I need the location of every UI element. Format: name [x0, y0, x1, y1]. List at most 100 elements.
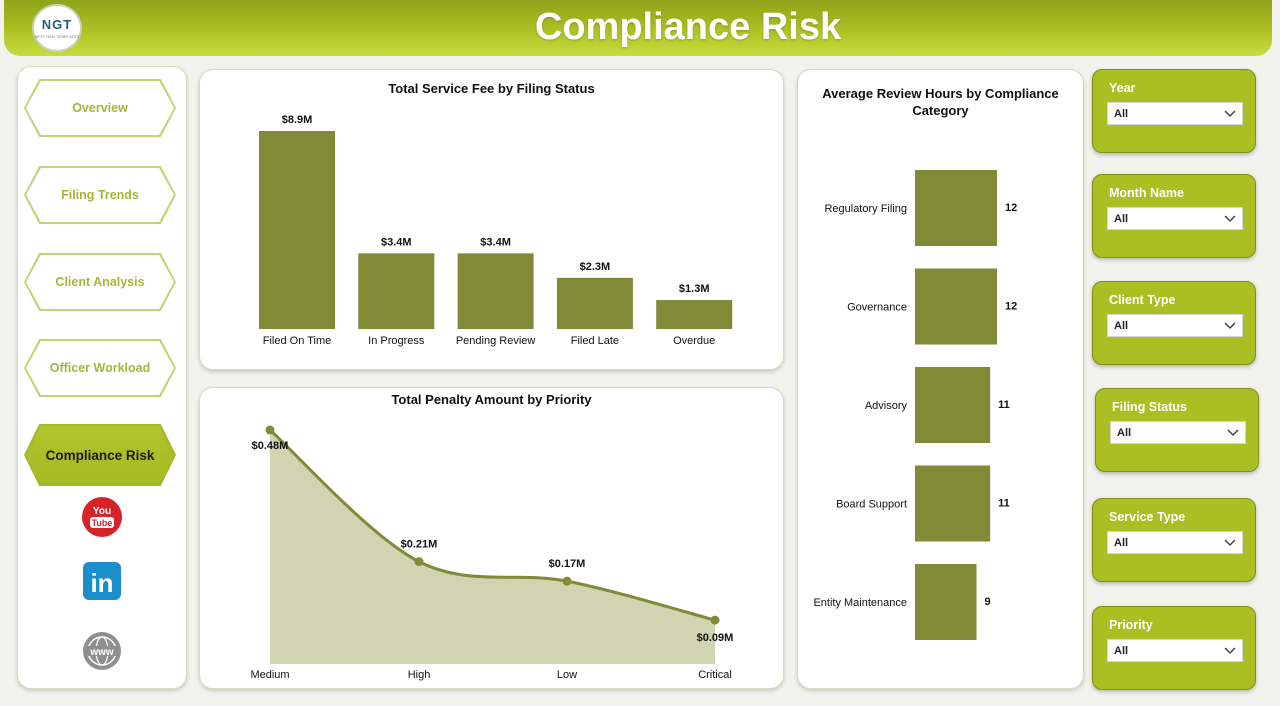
penalty-data-label: $0.17M	[549, 558, 586, 570]
fee-category-label: In Progress	[368, 335, 425, 347]
year-select-value: All	[1114, 108, 1129, 120]
fee-bar	[556, 277, 633, 329]
filing-status-slicer-label: Filing Status	[1112, 400, 1187, 414]
service-fee-bar-chart: $8.9M Filed On Time $3.4M In Progress $3.4M P…	[259, 114, 733, 347]
fee-category-label: Overdue	[673, 335, 715, 347]
chevron-down-icon	[1224, 539, 1236, 546]
chevron-down-icon	[1224, 647, 1236, 654]
youtube-icon-text-bottom: Tube	[92, 518, 113, 528]
fee-bar	[656, 300, 733, 329]
penalty-area-fill	[270, 430, 715, 664]
chevron-down-icon	[1224, 322, 1236, 329]
fee-data-label: $2.3M	[580, 261, 611, 273]
penalty-point	[710, 615, 720, 625]
chevron-down-icon	[1224, 110, 1236, 117]
fee-data-label: $1.3M	[679, 283, 710, 295]
hours-data-label: 12	[1005, 202, 1017, 214]
service-fee-chart-title: Total Service Fee by Filing Status	[388, 81, 595, 96]
year-slicer-label: Year	[1109, 81, 1136, 95]
fee-bar	[259, 131, 335, 329]
ngt-logo[interactable]: NGT NEXT GEN TEMPLATES	[32, 4, 82, 52]
penalty-category-label: Low	[557, 669, 577, 681]
nav-button-compliance-risk[interactable]: Compliance Risk	[24, 424, 176, 486]
hours-category-label: Advisory	[865, 400, 908, 412]
nav-button-label: Officer Workload	[26, 341, 174, 395]
hours-data-label: 11	[998, 498, 1010, 510]
fee-bar	[358, 253, 435, 329]
service-type-select-value: All	[1114, 537, 1129, 549]
client-type-select-value: All	[1114, 320, 1129, 332]
fee-data-label: $3.4M	[381, 236, 412, 248]
priority-select[interactable]: All	[1107, 639, 1243, 662]
service-type-slicer-label: Service Type	[1109, 510, 1186, 524]
fee-data-label: $3.4M	[480, 236, 511, 248]
header-bar: NGT NEXT GEN TEMPLATES Compliance Risk	[4, 0, 1272, 56]
nav-button-client-analysis[interactable]: Client Analysis	[24, 253, 176, 311]
fee-data-label: $8.9M	[282, 114, 313, 126]
hours-bar	[915, 268, 997, 345]
priority-select-value: All	[1114, 645, 1129, 657]
website-globe-icon[interactable]: www	[82, 631, 122, 671]
hours-data-label: 9	[985, 596, 991, 608]
logo-subtext: NEXT GEN TEMPLATES	[34, 34, 80, 39]
penalty-line	[269, 428, 716, 622]
hours-data-label: 12	[1005, 301, 1017, 313]
nav-button-label: Client Analysis	[26, 255, 174, 309]
year-select[interactable]: All	[1107, 102, 1243, 125]
filing-status-select[interactable]: All	[1110, 421, 1246, 444]
month-name-select[interactable]: All	[1107, 207, 1243, 230]
filing-status-slicer: Filing Status All	[1095, 388, 1259, 472]
penalty-category-label: High	[408, 669, 431, 681]
month-name-select-value: All	[1114, 213, 1129, 225]
penalty-data-label: $0.21M	[401, 539, 438, 551]
hours-bar	[915, 465, 991, 542]
hours-category-label: Regulatory Filing	[824, 203, 907, 215]
service-type-slicer: Service Type All	[1092, 498, 1256, 582]
month-name-slicer-label: Month Name	[1109, 186, 1184, 200]
nav-button-label: Overview	[26, 81, 174, 135]
service-type-select[interactable]: All	[1107, 531, 1243, 554]
review-hours-chart-panel: Average Review Hours by Compliance Categ…	[797, 69, 1084, 689]
penalty-category-label: Critical	[698, 669, 732, 681]
nav-button-label: Compliance Risk	[26, 426, 174, 484]
penalty-category-label: Medium	[250, 669, 289, 681]
service-fee-chart-panel: Total Service Fee by Filing Status $8.9M…	[199, 69, 784, 370]
linkedin-icon-text: in	[90, 568, 113, 598]
penalty-area-chart: $0.48M Medium $0.21M High $0.17M Low $0.09M Cri…	[250, 425, 733, 681]
fee-category-label: Pending Review	[456, 335, 536, 347]
client-type-slicer-label: Client Type	[1109, 293, 1176, 307]
fee-bar	[457, 253, 534, 329]
review-hours-chart-title: Average Review Hours by Compliance Categ…	[822, 86, 1059, 118]
fee-category-label: Filed Late	[571, 335, 619, 347]
penalty-point	[265, 425, 275, 435]
penalty-data-label: $0.48M	[252, 440, 289, 452]
penalty-point	[562, 576, 572, 586]
hours-data-label: 11	[998, 399, 1010, 411]
penalty-point	[414, 557, 424, 567]
nav-button-officer-workload[interactable]: Officer Workload	[24, 339, 176, 397]
priority-slicer-label: Priority	[1109, 618, 1153, 632]
hours-category-label: Entity Maintenance	[813, 597, 907, 609]
review-hours-bar-chart: Regulatory Filing 12 Governance 12 Advisory 1…	[813, 170, 1017, 640]
month-name-slicer: Month Name All	[1092, 174, 1256, 258]
priority-slicer: Priority All	[1092, 606, 1256, 690]
youtube-icon[interactable]: You Tube	[81, 496, 123, 538]
hours-bar	[915, 170, 997, 246]
hours-category-label: Board Support	[836, 499, 907, 511]
nav-button-filing-trends[interactable]: Filing Trends	[24, 166, 176, 224]
year-slicer: Year All	[1092, 69, 1256, 153]
hours-bar	[915, 367, 991, 443]
penalty-chart-title: Total Penalty Amount by Priority	[391, 392, 592, 407]
website-icon-text: www	[89, 647, 114, 658]
chevron-down-icon	[1224, 215, 1236, 222]
client-type-select[interactable]: All	[1107, 314, 1243, 337]
nav-button-overview[interactable]: Overview	[24, 79, 176, 137]
logo-mark: NGT	[41, 17, 73, 32]
penalty-chart-panel: Total Penalty Amount by Priority $0.48M M…	[199, 387, 784, 689]
nav-button-label: Filing Trends	[26, 168, 174, 222]
hours-bar	[915, 564, 977, 640]
youtube-icon-text-top: You	[93, 506, 111, 517]
client-type-slicer: Client Type All	[1092, 281, 1256, 365]
linkedin-icon[interactable]: in	[82, 561, 122, 601]
fee-category-label: Filed On Time	[263, 335, 331, 347]
